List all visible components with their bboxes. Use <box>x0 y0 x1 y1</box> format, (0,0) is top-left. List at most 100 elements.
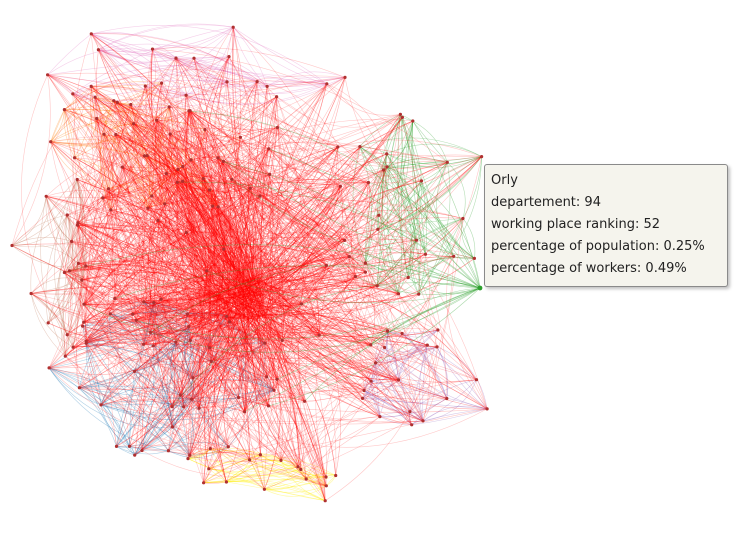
graph-node[interactable] <box>207 467 211 471</box>
graph-node[interactable] <box>411 119 415 123</box>
graph-node[interactable] <box>113 296 117 301</box>
graph-node[interactable] <box>262 487 266 491</box>
graph-node[interactable] <box>343 238 347 242</box>
graph-node[interactable] <box>191 376 195 380</box>
graph-node[interactable] <box>366 180 370 185</box>
graph-node[interactable] <box>338 184 342 188</box>
graph-node[interactable] <box>150 47 155 51</box>
graph-node[interactable] <box>132 122 136 126</box>
graph-node[interactable] <box>133 453 137 457</box>
graph-node[interactable] <box>248 186 252 190</box>
graph-node[interactable] <box>93 95 97 99</box>
graph-node[interactable] <box>102 132 106 136</box>
graph-node[interactable] <box>221 159 225 163</box>
graph-node[interactable] <box>445 396 449 401</box>
graph-node[interactable] <box>155 118 159 122</box>
graph-node[interactable] <box>184 231 188 235</box>
graph-node[interactable] <box>208 447 212 451</box>
graph-node[interactable] <box>374 361 378 365</box>
graph-node[interactable] <box>148 330 153 335</box>
graph-node[interactable] <box>385 329 390 333</box>
graph-node[interactable] <box>131 312 135 316</box>
graph-node[interactable] <box>127 444 132 448</box>
graph-node[interactable] <box>211 204 215 208</box>
graph-node[interactable] <box>230 177 234 181</box>
graph-node[interactable] <box>408 410 412 414</box>
graph-node[interactable] <box>29 291 33 296</box>
graph-node[interactable] <box>358 145 362 149</box>
graph-node[interactable] <box>142 154 147 158</box>
graph-node[interactable] <box>120 165 124 169</box>
graph-node[interactable] <box>275 95 279 99</box>
graph-node[interactable] <box>216 205 220 209</box>
graph-node[interactable] <box>62 270 66 275</box>
graph-node[interactable] <box>145 154 149 158</box>
graph-node[interactable] <box>417 292 421 296</box>
graph-node[interactable] <box>238 135 242 139</box>
graph-node[interactable] <box>192 56 196 60</box>
graph-node[interactable] <box>82 302 86 306</box>
graph-node[interactable] <box>178 393 182 397</box>
graph-node[interactable] <box>378 415 382 419</box>
graph-node[interactable] <box>258 453 262 457</box>
graph-node[interactable] <box>263 341 267 345</box>
graph-node[interactable] <box>396 378 401 382</box>
graph-node[interactable] <box>10 243 14 248</box>
graph-node[interactable] <box>168 132 172 136</box>
graph-node[interactable] <box>80 278 84 282</box>
graph-node[interactable] <box>114 132 118 137</box>
graph-node[interactable] <box>151 344 155 348</box>
graph-node[interactable] <box>143 84 147 88</box>
graph-node[interactable] <box>63 354 67 358</box>
graph-node[interactable] <box>62 108 66 112</box>
graph-node[interactable] <box>299 467 303 472</box>
graph-node[interactable] <box>410 423 414 427</box>
graph-node[interactable] <box>243 410 247 414</box>
graph-node[interactable] <box>383 345 387 350</box>
graph-node[interactable] <box>201 177 205 181</box>
graph-node[interactable] <box>129 102 133 107</box>
graph-node[interactable] <box>227 320 231 324</box>
graph-node[interactable] <box>363 261 367 265</box>
graph-node[interactable] <box>188 109 192 113</box>
graph-node[interactable] <box>114 444 119 448</box>
graph-node[interactable] <box>75 223 80 227</box>
graph-node[interactable] <box>207 188 212 192</box>
graph-node[interactable] <box>142 342 146 346</box>
graph-node[interactable] <box>414 238 419 242</box>
graph-node[interactable] <box>176 167 180 172</box>
graph-node[interactable] <box>225 314 229 318</box>
graph-node[interactable] <box>140 448 144 453</box>
graph-node[interactable] <box>76 261 80 265</box>
graph-node[interactable] <box>445 160 449 164</box>
graph-node[interactable] <box>44 194 48 198</box>
graph-node[interactable] <box>67 269 71 273</box>
graph-node[interactable] <box>317 333 321 337</box>
graph-node[interactable] <box>101 196 105 200</box>
graph-node[interactable] <box>452 254 456 258</box>
graph-node[interactable] <box>216 156 220 160</box>
graph-node-selected[interactable] <box>477 285 483 291</box>
graph-node[interactable] <box>225 80 229 84</box>
graph-node[interactable] <box>49 140 53 144</box>
graph-node[interactable] <box>423 252 428 256</box>
graph-node[interactable] <box>419 179 424 183</box>
graph-node[interactable] <box>255 80 259 84</box>
graph-node[interactable] <box>84 341 88 345</box>
graph-node[interactable] <box>400 115 404 119</box>
graph-node[interactable] <box>181 179 185 183</box>
graph-node[interactable] <box>188 338 192 342</box>
graph-node[interactable] <box>70 239 74 244</box>
graph-node[interactable] <box>279 458 283 462</box>
graph-node[interactable] <box>146 206 150 210</box>
graph-node[interactable] <box>156 218 160 223</box>
graph-node[interactable] <box>267 147 271 151</box>
graph-node[interactable] <box>275 377 279 381</box>
graph-node[interactable] <box>77 386 81 390</box>
graph-node[interactable] <box>421 419 425 423</box>
graph-node[interactable] <box>353 274 358 279</box>
graph-node[interactable] <box>396 292 401 296</box>
graph-node[interactable] <box>480 155 484 159</box>
graph-node[interactable] <box>334 473 338 478</box>
